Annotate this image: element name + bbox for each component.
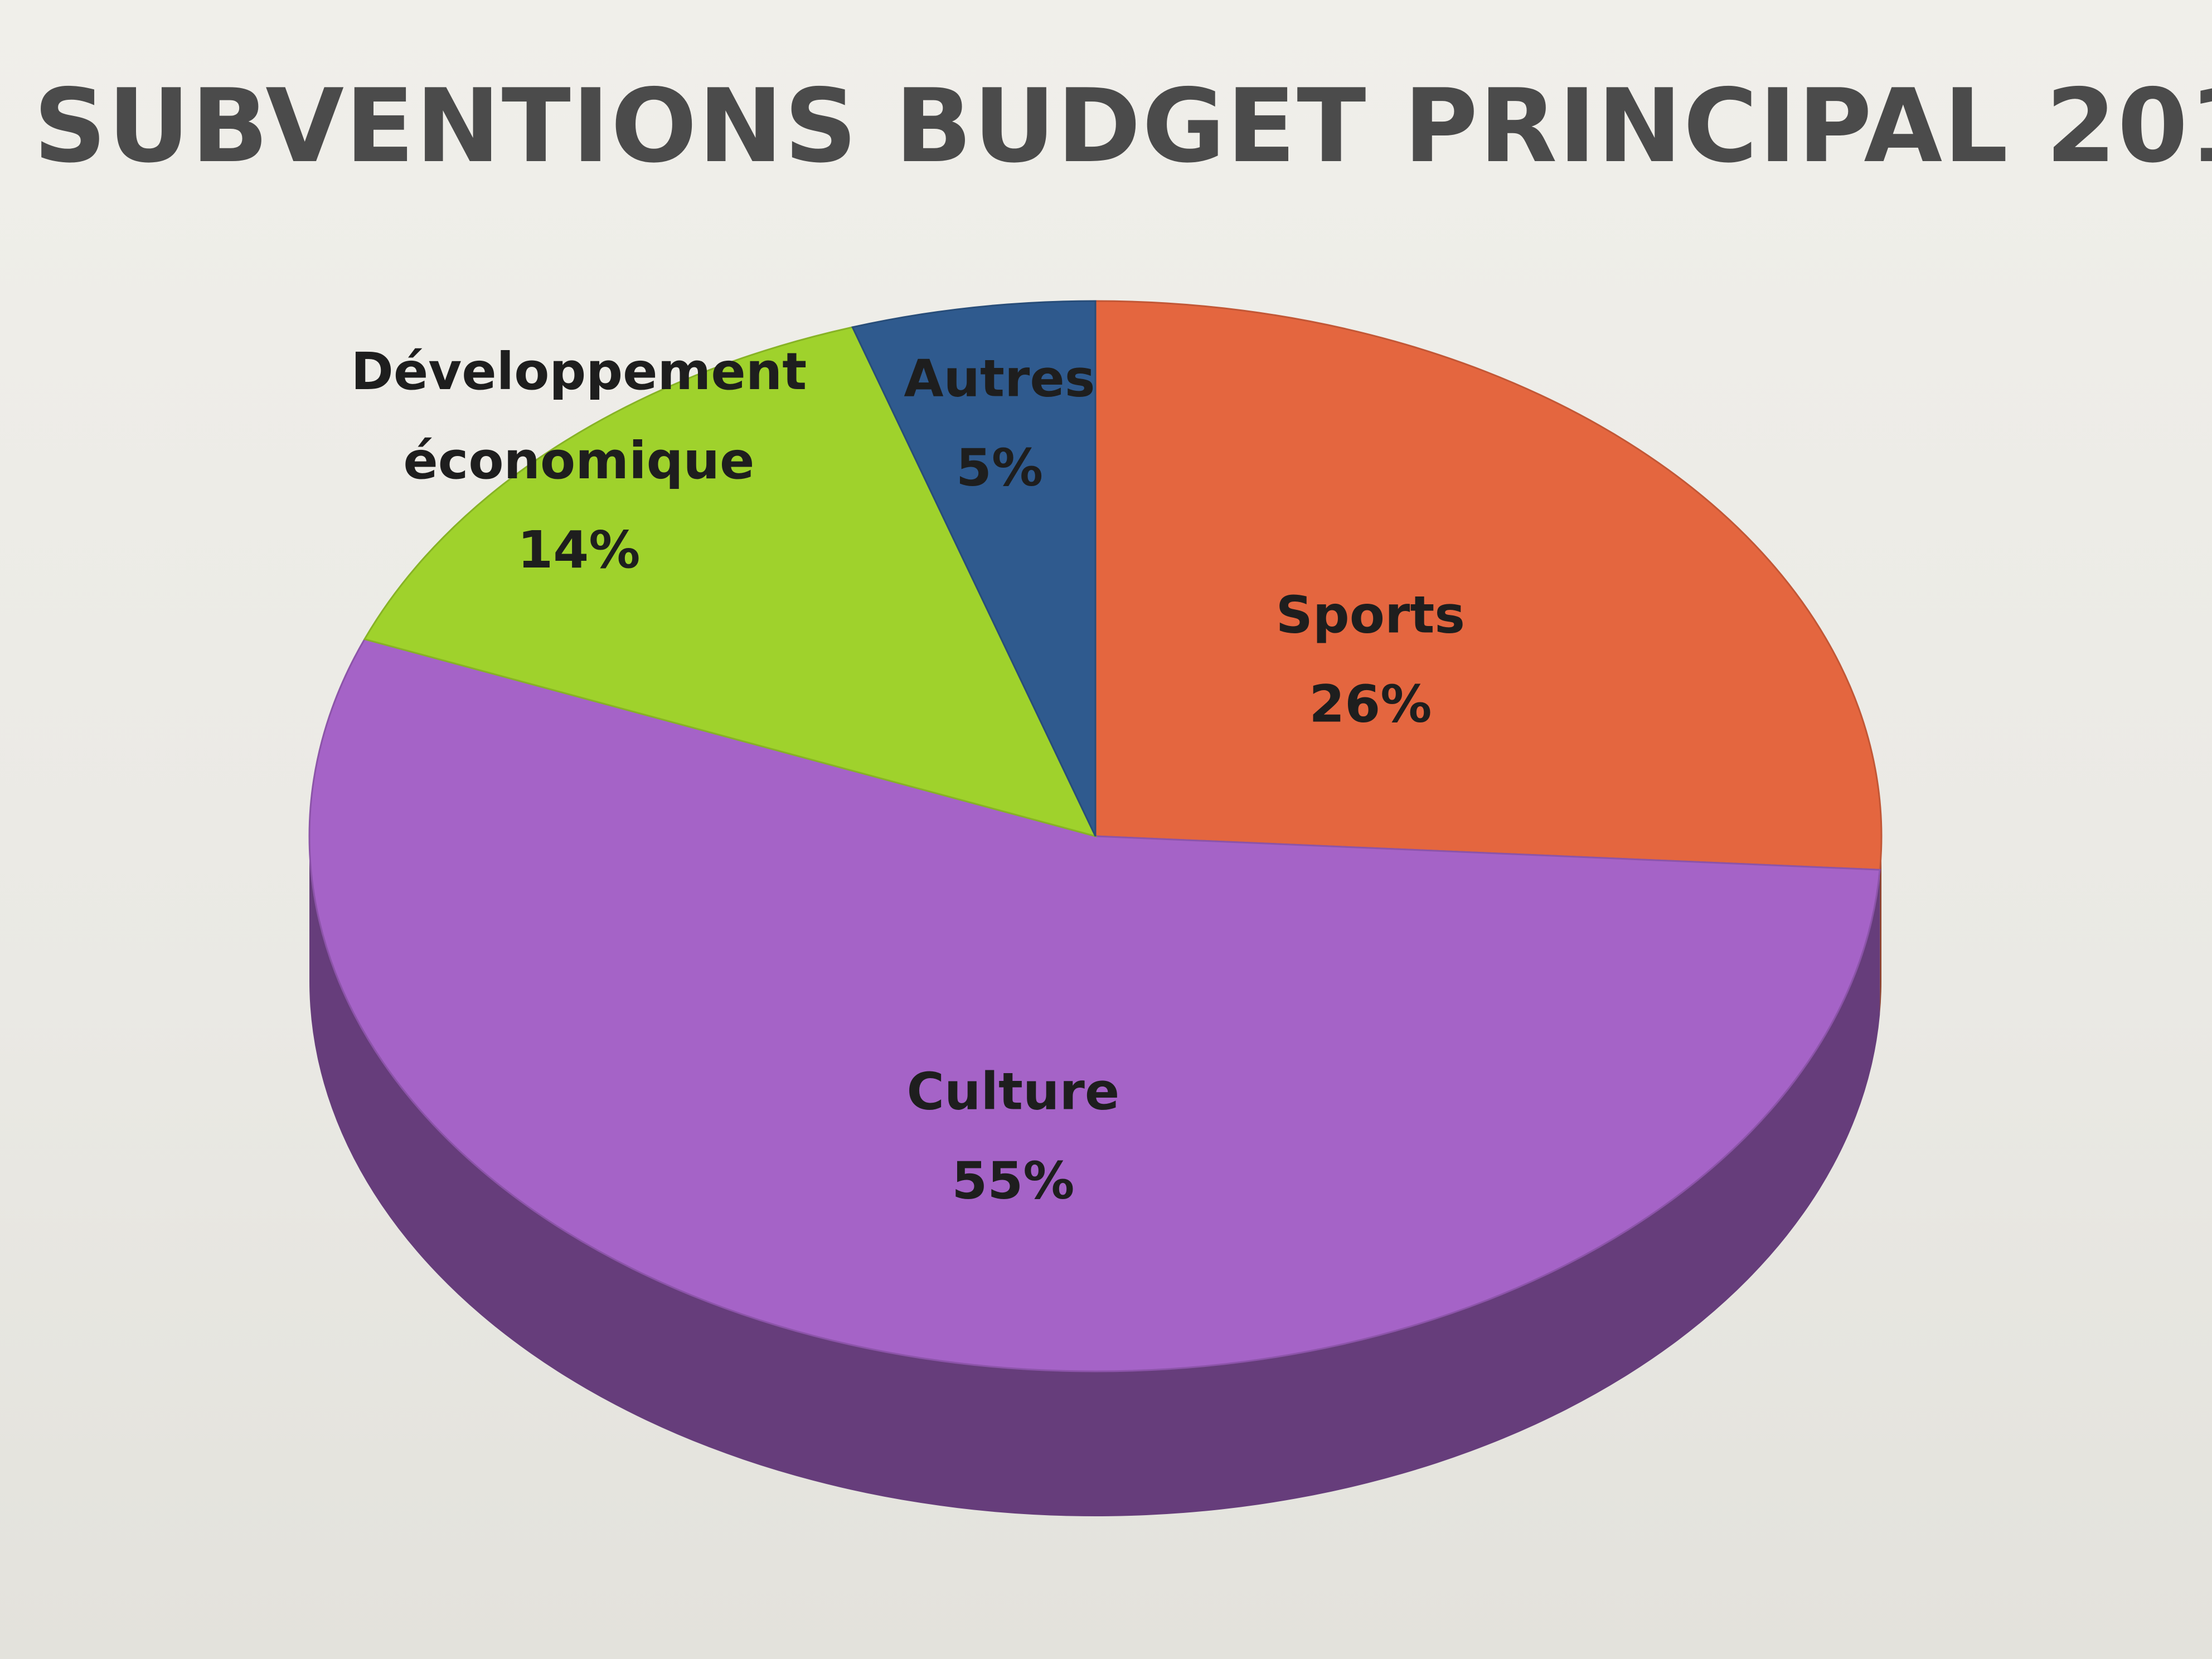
- chart-title: SUBVENTIONS BUDGET PRINCIPAL 2018: [33, 67, 2212, 185]
- pie-slice-sports: [1094, 300, 1883, 871]
- pie-category-developpement-economique: économique: [403, 431, 754, 491]
- pie-label-autres: Autres 5%: [904, 348, 1095, 497]
- pie-slice-side-culture: [309, 836, 1880, 1516]
- pie-value-sports: 26%: [1309, 675, 1432, 734]
- pie-slice-autres: [851, 300, 1097, 837]
- pie-label-culture: Culture 55%: [906, 1062, 1119, 1211]
- pie-slice-side-sports: [1880, 836, 1881, 1015]
- pie-value-autres: 5%: [956, 438, 1043, 497]
- pie-value-developpement-economique: 14%: [517, 520, 640, 580]
- pie-label-sports: Sports 26%: [1276, 585, 1465, 734]
- pie-category-developpement-economique: Développement: [351, 342, 807, 401]
- pie-value-culture: 55%: [952, 1151, 1074, 1211]
- pie-category-sports: Sports: [1276, 585, 1465, 645]
- pie-category-culture: Culture: [906, 1062, 1119, 1122]
- pie-label-developpement-economique: Développement économique 14%: [351, 342, 807, 580]
- pie-slice-culture: [308, 638, 1881, 1372]
- pie-category-autres: Autres: [904, 348, 1095, 408]
